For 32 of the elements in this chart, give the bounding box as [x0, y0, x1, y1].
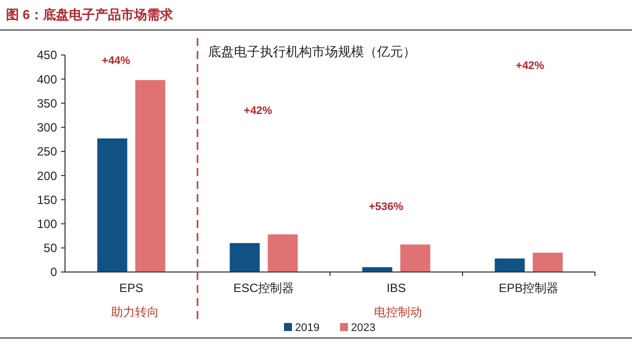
bar [230, 243, 260, 272]
y-tick-label: 100 [36, 216, 58, 231]
chart-title: 图 6：底盘电子产品市场需求 [6, 7, 174, 22]
y-tick-label: 0 [50, 265, 58, 280]
legend-label: 2019 [295, 322, 320, 334]
annotation: +44% [102, 55, 130, 67]
bar [362, 267, 392, 272]
x-tick-label: EPB控制器 [498, 281, 559, 295]
bar [494, 258, 525, 272]
legend-label: 2023 [351, 322, 376, 334]
x-tick-label: ESC控制器 [233, 281, 294, 295]
bar [97, 138, 128, 272]
y-tick-label: 250 [36, 144, 58, 159]
x-tick-label: EPS [119, 281, 144, 295]
text: 电控制动 [374, 305, 422, 319]
y-tick-label: 150 [36, 192, 58, 207]
bar [135, 80, 166, 272]
bar [268, 234, 298, 272]
chart-subtitle: 底盘电子执行机构市场规模（亿元） [208, 44, 416, 59]
bar [400, 244, 430, 272]
annotation: +42% [516, 60, 544, 72]
text: 助力转向 [111, 305, 159, 319]
y-tick-label: 450 [36, 48, 58, 62]
y-tick-label: 400 [36, 72, 58, 86]
annotation: +536% [368, 201, 404, 213]
x-tick-label: IBS [386, 281, 406, 295]
y-tick-label: 300 [36, 120, 58, 135]
y-tick-label: 200 [36, 168, 58, 183]
bar [532, 252, 563, 272]
y-tick-label: 50 [44, 241, 58, 256]
y-tick-label: 350 [36, 96, 58, 110]
annotation: +42% [244, 105, 272, 117]
